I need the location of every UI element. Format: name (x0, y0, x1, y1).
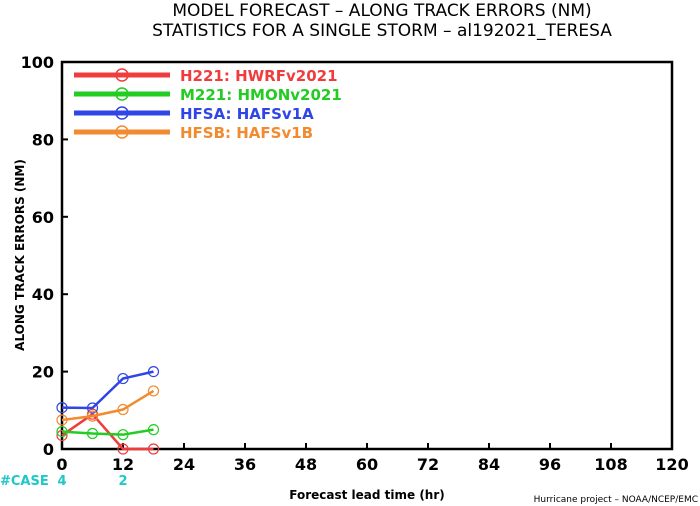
case-label: #CASE (0, 474, 49, 489)
legend-marker (115, 106, 129, 120)
data-point (117, 429, 129, 441)
data-point (86, 410, 99, 422)
y-tick-label: 0 (43, 440, 54, 459)
case-count: 4 (57, 474, 66, 489)
legend-label: HFSB: HAFSv1B (180, 124, 313, 142)
legend-label: HFSA: HAFSv1A (180, 105, 314, 123)
y-tick-label: 60 (32, 208, 54, 227)
legend-label: M221: HMONv2021 (180, 86, 342, 104)
series-line-0 (61, 412, 154, 451)
x-tick-label: 36 (234, 455, 256, 474)
x-tick-label: 108 (594, 455, 627, 474)
y-tick-label: 80 (32, 130, 54, 149)
data-point (56, 429, 68, 442)
data-point (86, 427, 99, 440)
series-line-2 (61, 370, 154, 410)
series-lines (56, 366, 160, 455)
legend-marker (115, 87, 129, 101)
x-tick-label: 96 (539, 455, 561, 474)
x-axis-label: Forecast lead time (hr) (289, 488, 445, 502)
x-tick-label: 0 (56, 455, 67, 474)
x-tick-label: 48 (295, 455, 317, 474)
chart-title: MODEL FORECAST – ALONG TRACK ERRORS (NM) (172, 1, 591, 21)
x-tick-label: 60 (356, 455, 378, 474)
y-tick-label: 20 (32, 363, 54, 382)
data-point (117, 372, 129, 385)
series-line-3 (61, 389, 155, 422)
data-point (56, 414, 68, 426)
x-tick-label: 120 (655, 455, 688, 474)
legend-marker (115, 68, 129, 82)
case-count: 2 (118, 474, 127, 489)
data-point (117, 403, 129, 416)
credit-text: Hurricane project – NOAA/NCEP/EMC (534, 495, 698, 505)
x-tick-label: 12 (112, 455, 134, 474)
data-point (147, 366, 160, 378)
x-tick-label: 84 (478, 455, 500, 474)
legend-label: H221: HWRFv2021 (180, 67, 338, 85)
data-point (56, 401, 68, 414)
data-point (56, 425, 68, 438)
x-tick-label: 24 (173, 455, 195, 474)
y-tick-label: 100 (21, 53, 54, 72)
axis-ticks: 0 12 24 36 48 60 72 84 96 108 120 0 20 40 60 80 100 (21, 53, 689, 474)
x-tick-label: 72 (417, 455, 439, 474)
legend-marker (115, 125, 129, 139)
data-point (147, 443, 160, 455)
case-counts: #CASE 4 2 (0, 474, 128, 489)
data-point (147, 385, 160, 397)
series-line-1 (61, 428, 154, 436)
y-axis-label: ALONG TRACK ERRORS (NM) (13, 159, 27, 351)
data-point (147, 424, 160, 436)
chart-subtitle: STATISTICS FOR A SINGLE STORM – al192021… (152, 21, 612, 41)
y-tick-label: 40 (32, 285, 54, 304)
data-point (117, 443, 129, 455)
data-point (86, 402, 99, 414)
